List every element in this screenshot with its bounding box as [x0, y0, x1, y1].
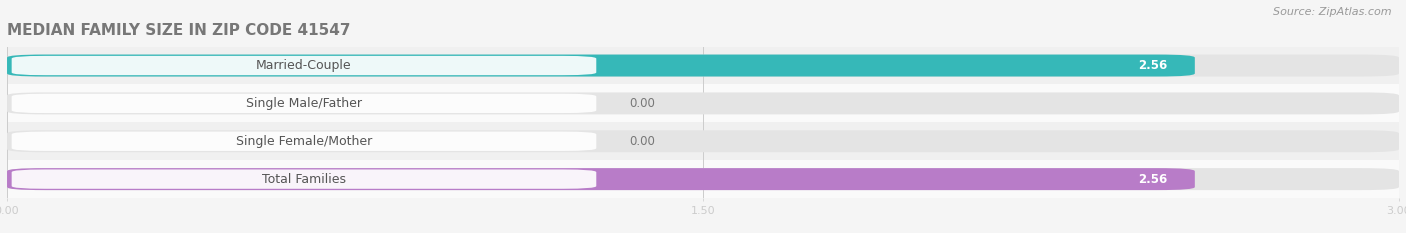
FancyBboxPatch shape — [11, 169, 596, 189]
Text: 2.56: 2.56 — [1137, 59, 1167, 72]
FancyBboxPatch shape — [7, 160, 1399, 198]
Text: 2.56: 2.56 — [1137, 173, 1167, 186]
Text: MEDIAN FAMILY SIZE IN ZIP CODE 41547: MEDIAN FAMILY SIZE IN ZIP CODE 41547 — [7, 24, 350, 38]
FancyBboxPatch shape — [11, 56, 596, 75]
FancyBboxPatch shape — [11, 94, 596, 113]
Text: 0.00: 0.00 — [628, 135, 655, 148]
Text: 0.00: 0.00 — [628, 97, 655, 110]
FancyBboxPatch shape — [7, 55, 1195, 76]
Text: Source: ZipAtlas.com: Source: ZipAtlas.com — [1274, 7, 1392, 17]
FancyBboxPatch shape — [11, 132, 596, 151]
FancyBboxPatch shape — [7, 122, 1399, 160]
Text: Married-Couple: Married-Couple — [256, 59, 352, 72]
FancyBboxPatch shape — [7, 55, 1399, 76]
Text: Single Male/Father: Single Male/Father — [246, 97, 361, 110]
FancyBboxPatch shape — [7, 85, 1399, 122]
FancyBboxPatch shape — [7, 93, 1399, 114]
FancyBboxPatch shape — [7, 130, 1399, 152]
FancyBboxPatch shape — [7, 168, 1195, 190]
Text: Single Female/Mother: Single Female/Mother — [236, 135, 373, 148]
FancyBboxPatch shape — [7, 168, 1399, 190]
FancyBboxPatch shape — [7, 47, 1399, 85]
Text: Total Families: Total Families — [262, 173, 346, 186]
